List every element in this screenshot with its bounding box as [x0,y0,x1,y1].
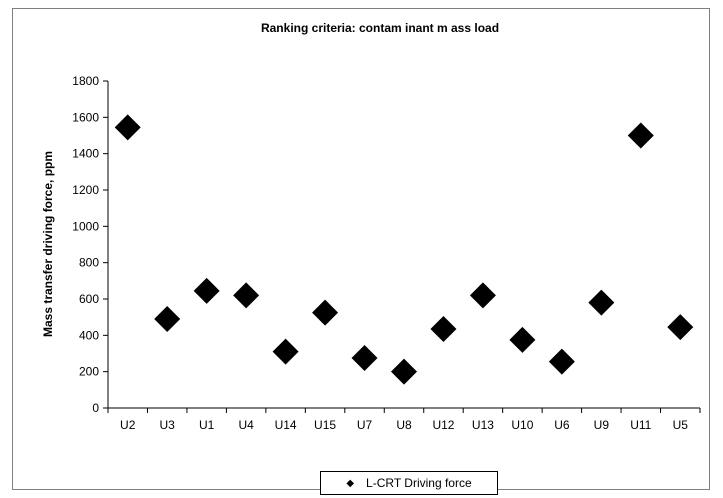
chart-frame [12,8,710,490]
data-point-u4 [233,282,260,309]
data-point-u12 [430,315,457,342]
x-tick-label-u7: U7 [357,418,373,432]
axes: 0 200 400 600 800 1000 1200 1400 1600 1800 U2 U3 U1 U… [72,74,701,432]
y-tick-label: 600 [79,292,99,306]
x-tick-label-u2: U2 [120,418,136,432]
y-tick-label: 800 [79,256,99,270]
legend-diamond-icon: ◆ [346,477,355,489]
y-axis-label: Mass transfer driving force, ppm [41,151,55,337]
data-point-u15 [312,299,339,326]
x-tick-label-u4: U4 [238,418,254,432]
x-tick-label-u11: U11 [630,418,651,432]
data-point-u14 [272,338,299,365]
data-point-u6 [548,348,575,375]
data-point-u9 [588,289,615,316]
x-tick-label-u15: U15 [314,418,336,432]
y-tick-label: 1400 [72,147,99,161]
x-tick-label-u3: U3 [160,418,176,432]
data-point-u10 [509,326,536,353]
data-point-u3 [154,305,181,332]
data-point-u11 [627,122,654,149]
x-tick-label-u1: U1 [199,418,215,432]
chart-title: Ranking criteria: contam inant m ass loa… [261,21,499,35]
x-tick-label-u14: U14 [275,418,297,432]
y-tick-label: 1800 [72,74,99,88]
data-point-u13 [469,282,496,309]
y-tick-label: 1600 [72,110,99,124]
y-tick-label: 400 [79,328,99,342]
x-tick-label-u13: U13 [472,418,494,432]
data-point-u1 [193,277,220,304]
legend: ◆ L-CRT Driving force [320,471,498,495]
data-points [114,114,694,385]
x-tick-label-u10: U10 [511,418,533,432]
x-tick-label-u8: U8 [396,418,412,432]
x-tick-label-u9: U9 [594,418,610,432]
data-point-u2 [114,114,141,141]
x-tick-label-u12: U12 [432,418,454,432]
y-tick-label: 1000 [72,219,99,233]
y-tick-label: 0 [92,401,99,415]
data-point-u5 [667,314,694,341]
legend-label: L-CRT Driving force [366,476,472,490]
x-tick-label-u5: U5 [673,418,689,432]
y-tick-label: 200 [79,365,99,379]
x-tick-label-u6: U6 [554,418,570,432]
data-point-u7 [351,345,378,372]
y-tick-label: 1200 [72,183,99,197]
data-point-u8 [391,358,417,385]
